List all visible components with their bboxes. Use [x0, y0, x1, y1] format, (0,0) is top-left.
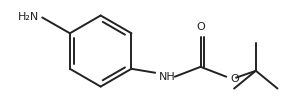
Text: O: O	[196, 22, 205, 32]
Text: H₂N: H₂N	[18, 13, 39, 22]
Text: NH: NH	[159, 72, 176, 82]
Text: O: O	[230, 74, 239, 84]
